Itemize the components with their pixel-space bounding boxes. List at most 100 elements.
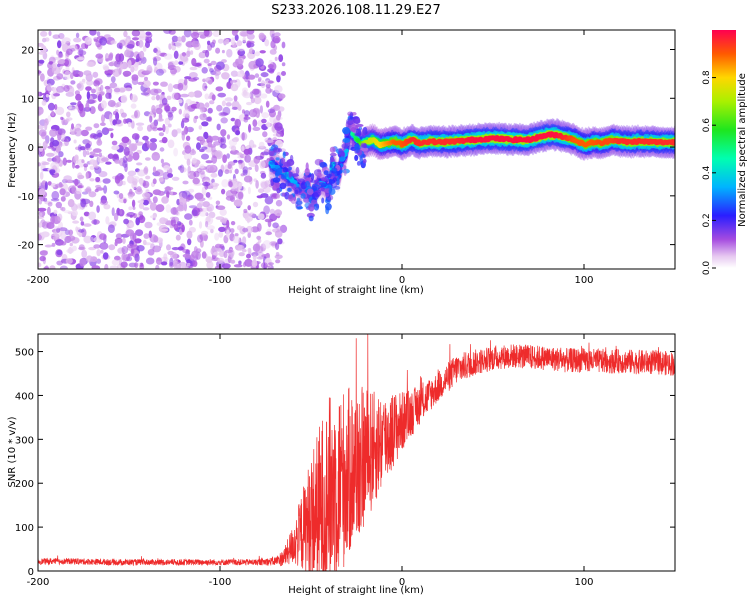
noise-speckle: [111, 140, 118, 146]
noise-speckle: [39, 250, 48, 256]
noise-speckle: [149, 122, 158, 130]
noise-speckle: [116, 101, 122, 107]
noise-speckle: [183, 30, 192, 38]
noise-speckle: [110, 132, 114, 139]
noise-speckle: [130, 66, 135, 73]
noise-speckle: [62, 43, 69, 53]
noise-speckle: [199, 200, 204, 205]
noise-speckle: [160, 256, 169, 262]
y-tick-label: 10: [21, 94, 34, 105]
noise-speckle: [257, 78, 262, 83]
noise-speckle: [130, 94, 138, 103]
noise-speckle: [83, 163, 89, 168]
noise-speckle: [60, 241, 67, 246]
noise-speckle: [270, 40, 276, 49]
noise-speckle: [178, 61, 184, 65]
colorbar-tick-label: 0.0: [702, 261, 712, 276]
noise-speckle: [152, 245, 162, 253]
noise-speckle: [240, 173, 245, 177]
noise-speckle: [252, 201, 259, 208]
noise-speckle: [277, 238, 283, 245]
x-tick-label: -100: [209, 275, 232, 286]
noise-speckle: [67, 199, 75, 208]
x-tick-label: -200: [27, 577, 50, 588]
noise-speckle: [182, 249, 191, 254]
noise-speckle: [152, 81, 159, 86]
transition-blob: [325, 203, 332, 211]
noise-speckle: [82, 149, 87, 158]
noise-speckle: [246, 30, 255, 35]
transition-blob: [332, 177, 337, 183]
noise-speckle: [153, 57, 158, 66]
noise-speckle: [171, 45, 176, 51]
transition-blob: [272, 159, 276, 163]
noise-speckle: [89, 30, 97, 36]
noise-speckle: [207, 40, 211, 46]
noise-speckle: [99, 233, 107, 241]
noise-speckle: [242, 227, 249, 233]
noise-speckle: [224, 38, 230, 45]
noise-speckle: [74, 164, 80, 169]
noise-speckle: [206, 216, 211, 223]
noise-speckle: [243, 175, 253, 183]
noise-speckle: [176, 205, 185, 212]
transition-blob: [319, 161, 328, 168]
noise-speckle: [241, 132, 245, 141]
noise-speckle: [93, 219, 97, 225]
noise-speckle: [99, 199, 109, 206]
noise-speckle: [211, 155, 218, 164]
noise-speckle: [120, 261, 128, 268]
noise-speckle: [70, 80, 76, 85]
noise-speckle: [173, 50, 179, 59]
noise-speckle: [271, 33, 275, 42]
noise-speckle: [81, 159, 85, 164]
noise-speckle: [217, 257, 225, 264]
transition-blob: [305, 180, 310, 188]
snr-x-ticks: -200 -100 0 100: [27, 334, 594, 588]
transition-blob: [350, 127, 356, 133]
noise-speckle: [135, 229, 144, 237]
noise-speckle: [207, 63, 212, 67]
noise-speckle: [207, 142, 213, 148]
transition-blob: [287, 188, 291, 192]
noise-speckle: [95, 85, 100, 93]
noise-speckle: [242, 236, 247, 245]
noise-speckle: [252, 126, 261, 131]
noise-speckle: [51, 66, 61, 75]
noise-speckle: [93, 123, 100, 129]
spectrogram-marks: [38, 30, 675, 269]
transition-blob: [321, 177, 327, 182]
noise-speckle: [179, 164, 185, 174]
noise-speckle: [145, 175, 151, 180]
noise-speckle: [127, 59, 132, 69]
noise-speckle: [85, 143, 91, 149]
noise-speckle: [75, 188, 82, 195]
noise-speckle: [190, 50, 194, 55]
noise-speckle: [64, 70, 71, 80]
noise-speckle: [216, 104, 223, 112]
noise-speckle: [96, 249, 101, 257]
y-tick-label: 200: [15, 479, 34, 490]
noise-speckle: [47, 202, 53, 207]
noise-speckle: [257, 188, 265, 193]
noise-speckle: [123, 218, 129, 225]
noise-speckle: [44, 122, 48, 131]
noise-speckle: [231, 30, 238, 36]
noise-speckle: [196, 102, 205, 110]
noise-speckle: [221, 179, 229, 188]
transition-blob: [294, 186, 303, 194]
noise-speckle: [73, 139, 77, 144]
noise-speckle: [179, 196, 187, 206]
noise-speckle: [51, 190, 60, 200]
noise-speckle: [86, 91, 91, 100]
noise-speckle: [198, 221, 203, 229]
noise-speckle: [223, 251, 228, 259]
noise-speckle: [92, 71, 99, 78]
noise-speckle: [138, 177, 144, 185]
noise-speckle: [59, 265, 68, 269]
noise-speckle: [66, 159, 72, 163]
noise-speckle: [131, 133, 140, 140]
noise-speckle: [170, 68, 177, 75]
noise-speckle: [44, 265, 49, 269]
transition-blob: [287, 182, 295, 187]
